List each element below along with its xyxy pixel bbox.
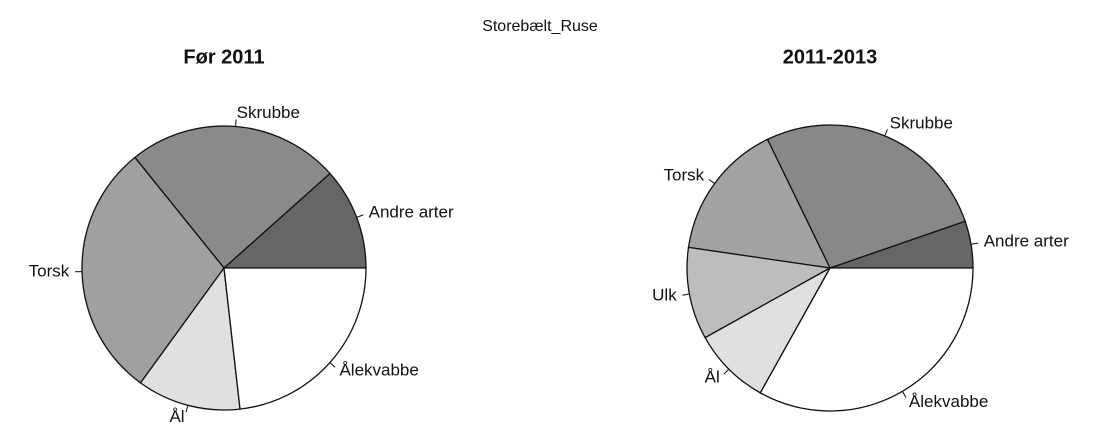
pie-slice (222, 172, 367, 269)
slice-label: Andre arter (984, 232, 1069, 251)
page-title: Storebælt_Ruse (482, 18, 598, 35)
slice-label: Ål (705, 368, 720, 387)
slice-label: Ålekvabbe (339, 361, 418, 380)
label-tick (901, 391, 907, 398)
label-tick (235, 119, 237, 127)
label-tick (970, 242, 979, 245)
slice-label: Ålekvabbe (909, 392, 988, 411)
pie-slice (766, 124, 966, 269)
slice-label: Torsk (664, 165, 705, 184)
label-tick (329, 362, 336, 368)
slice-label: Andre arter (369, 202, 454, 221)
pie-slice (223, 267, 367, 410)
label-tick (708, 178, 715, 184)
pie-slice (81, 156, 225, 384)
chart-title: Før 2011 (183, 46, 264, 68)
slice-label: Ulk (652, 286, 677, 305)
label-tick (185, 405, 189, 413)
label-tick (682, 293, 690, 296)
slice-label: Skrubbe (237, 103, 300, 122)
label-tick (723, 368, 730, 375)
label-tick (356, 214, 364, 218)
pie-slice (139, 266, 241, 411)
pie-slice (687, 138, 832, 269)
chart-title: 2011-2013 (783, 46, 878, 68)
slice-label: Torsk (29, 261, 70, 280)
slice-label: Skrubbe (890, 113, 953, 132)
label-tick (884, 129, 888, 137)
slice-label: Ål (169, 407, 184, 426)
